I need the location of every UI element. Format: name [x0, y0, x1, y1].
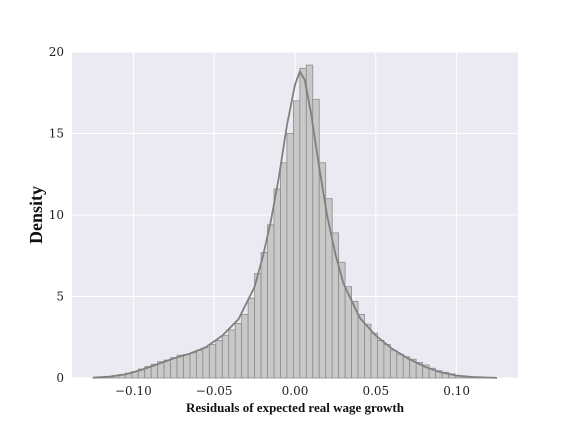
histogram-bar: [383, 344, 391, 379]
y-tick-label: 10: [49, 208, 64, 222]
y-tick-label: 15: [49, 127, 64, 141]
histogram-bar: [318, 162, 327, 379]
y-tick-label: 0: [56, 371, 64, 385]
histogram-bar: [286, 133, 294, 379]
histogram-bar: [280, 162, 288, 379]
histogram-bar: [389, 349, 398, 379]
x-tick-label: 0.00: [282, 384, 309, 398]
histogram-bar: [196, 349, 204, 379]
histogram-bar: [260, 252, 268, 379]
histogram-bar: [208, 344, 217, 379]
histogram-bar: [254, 273, 262, 379]
histogram-bar: [396, 353, 404, 379]
histogram-bar: [176, 354, 184, 379]
x-tick-label: −0.05: [196, 384, 233, 398]
histogram-bar: [221, 335, 230, 379]
histogram-bar: [402, 356, 411, 379]
y-axis-label: Density: [26, 186, 46, 244]
histogram-bar: [215, 340, 223, 379]
histogram-bar: [228, 329, 236, 379]
histogram-bar: [292, 100, 301, 379]
histogram-bar: [377, 340, 385, 379]
histogram-bar: [183, 353, 191, 379]
x-tick-labels: −0.10 −0.05 0.00 0.05 0.10: [115, 384, 470, 398]
histogram-bar: [364, 323, 372, 379]
y-tick-label: 20: [49, 45, 64, 59]
histogram-bar: [234, 322, 243, 379]
histogram-bar: [273, 188, 281, 379]
histogram-bar: [357, 314, 365, 379]
x-tick-label: 0.05: [362, 384, 389, 398]
y-tick-label: 5: [56, 290, 64, 304]
x-axis-label: Residuals of expected real wage growth: [186, 400, 405, 415]
histogram-bar: [202, 347, 210, 379]
histogram-bar: [189, 352, 197, 379]
x-tick-label: 0.10: [443, 384, 470, 398]
histogram-bar: [241, 314, 249, 379]
y-tick-labels: 0 5 10 15 20: [49, 45, 64, 385]
histogram-bar: [163, 359, 171, 379]
histogram-bar: [305, 64, 314, 379]
histogram-bar: [170, 357, 178, 379]
histogram-bar: [370, 332, 378, 379]
histogram-bar: [299, 67, 307, 379]
x-tick-label: −0.10: [115, 384, 152, 398]
kde-curve: [92, 69, 498, 379]
histogram-bar: [247, 297, 256, 379]
histogram-bars: [92, 64, 495, 379]
histogram-bar: [267, 224, 275, 379]
